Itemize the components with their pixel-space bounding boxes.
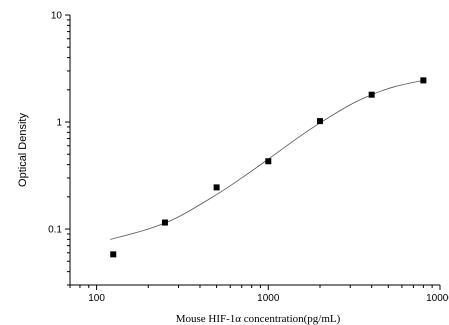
x-tick-label: 1000 — [257, 293, 280, 304]
data-point — [213, 184, 220, 191]
y-tick-label: 0.1 — [48, 225, 62, 236]
y-tick-label: 1 — [56, 118, 62, 129]
data-point — [368, 91, 375, 98]
axes — [69, 15, 440, 286]
x-tick-label: 100 — [88, 293, 105, 304]
data-point — [161, 219, 168, 226]
ticks — [65, 14, 441, 290]
y-tick-label: 10 — [51, 11, 63, 22]
x-axis-title: Mouse HIF-1α concentration(pg/mL) — [176, 313, 341, 325]
data-point — [265, 158, 272, 165]
data-points — [110, 77, 427, 258]
data-point — [420, 77, 427, 84]
y-axis-title: Optical Density — [17, 113, 29, 187]
data-point — [110, 251, 117, 258]
data-point — [316, 118, 323, 125]
